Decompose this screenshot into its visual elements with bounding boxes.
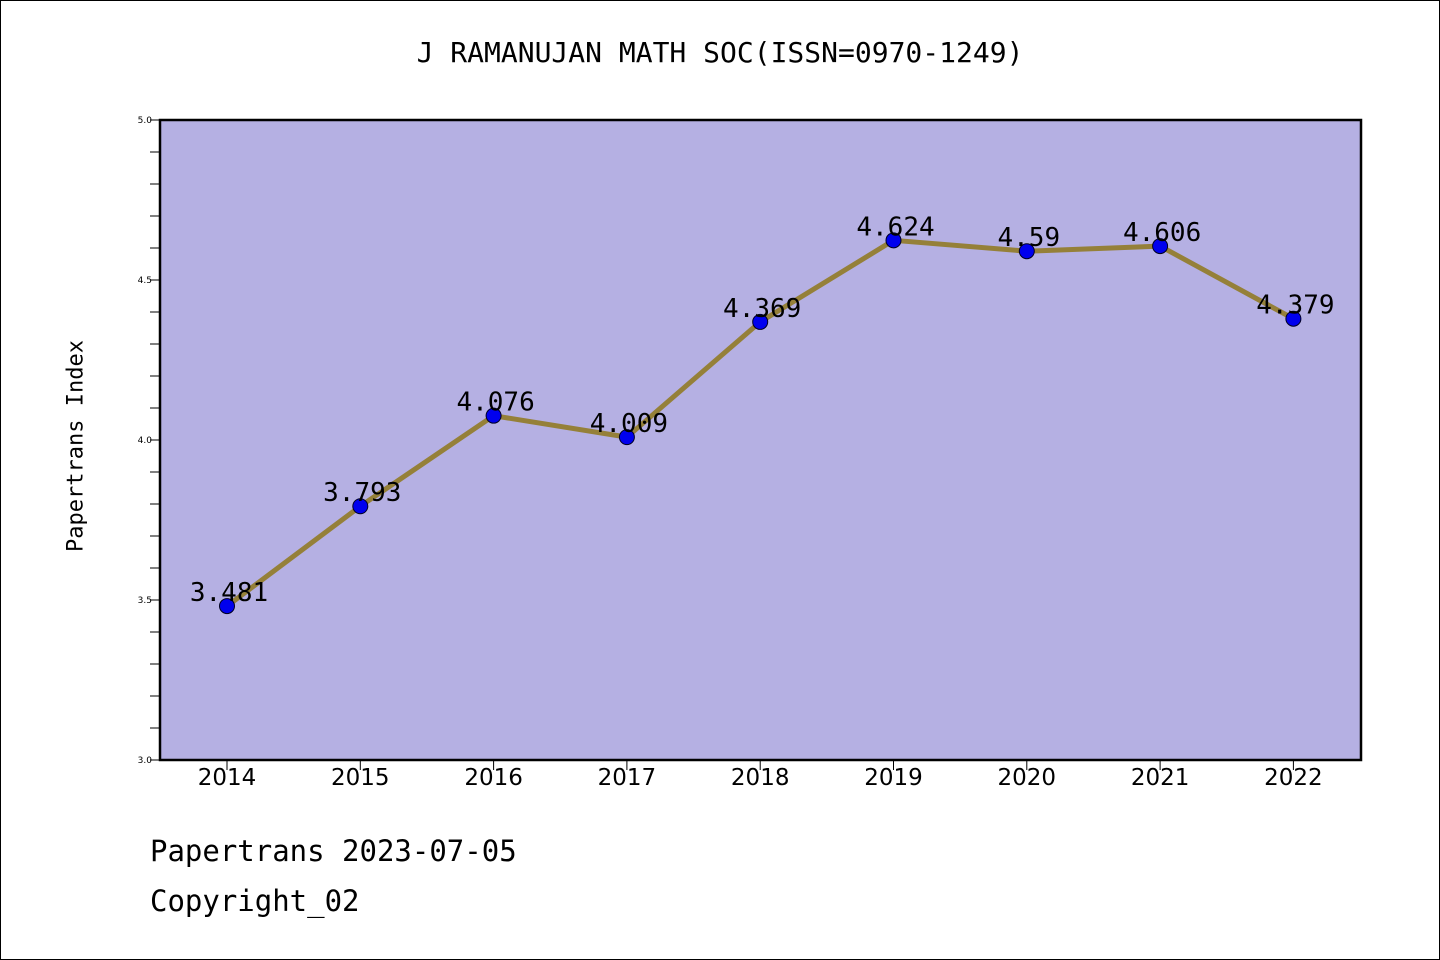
data-point xyxy=(885,232,902,249)
x-tick-label: 2016 xyxy=(464,765,523,791)
x-axis-ticks: 2014 2015 2016 2017 2018 2019 2020 2021 2022 xyxy=(198,760,1323,791)
x-tick-label: 2017 xyxy=(598,765,657,791)
x-tick-label: 2022 xyxy=(1264,765,1323,791)
data-label: 4.009 xyxy=(590,409,668,439)
y-tick-label: 3.0 xyxy=(138,756,153,766)
y-axis-ticks: 3.0 3.5 4.0 4.5 5.0 xyxy=(138,116,160,766)
x-tick-label: 2015 xyxy=(331,765,390,791)
data-point xyxy=(352,498,369,515)
x-tick-label: 2021 xyxy=(1131,765,1190,791)
y-tick-label: 4.5 xyxy=(138,276,152,286)
x-tick-label: 2019 xyxy=(864,765,923,791)
data-label: 4.606 xyxy=(1123,218,1201,248)
x-tick-label: 2018 xyxy=(731,765,790,791)
chart-title: J RAMANUJAN MATH SOC(ISSN=0970-1249) xyxy=(416,36,1024,69)
data-label: 4.59 xyxy=(997,223,1060,253)
data-point xyxy=(1285,310,1302,327)
footer-copyright: Copyright_02 xyxy=(150,884,360,918)
footer-date: Papertrans 2023-07-05 xyxy=(150,834,517,868)
y-tick-label: 4.0 xyxy=(138,436,153,446)
plot-area xyxy=(158,118,1363,762)
data-point xyxy=(485,407,502,424)
data-label: 4.379 xyxy=(1256,291,1334,321)
y-tick-label: 5.0 xyxy=(138,116,153,126)
data-point xyxy=(618,429,635,446)
data-point xyxy=(219,598,235,615)
x-tick-label: 2020 xyxy=(998,765,1057,791)
x-tick-label: 2014 xyxy=(198,765,257,791)
data-label: 4.369 xyxy=(723,294,801,324)
data-label: 4.076 xyxy=(456,388,534,418)
data-point xyxy=(1018,243,1035,260)
data-label: 3.481 xyxy=(190,578,268,608)
data-labels: 3.481 3.793 4.076 4.009 4.369 4.624 4.59 4.606 4… xyxy=(190,212,1335,608)
data-point xyxy=(1152,238,1169,255)
data-label: 4.624 xyxy=(856,212,934,242)
data-label: 3.793 xyxy=(323,478,401,508)
y-tick-label: 3.5 xyxy=(138,596,152,606)
series-markers xyxy=(219,232,1302,615)
data-point xyxy=(752,313,769,330)
